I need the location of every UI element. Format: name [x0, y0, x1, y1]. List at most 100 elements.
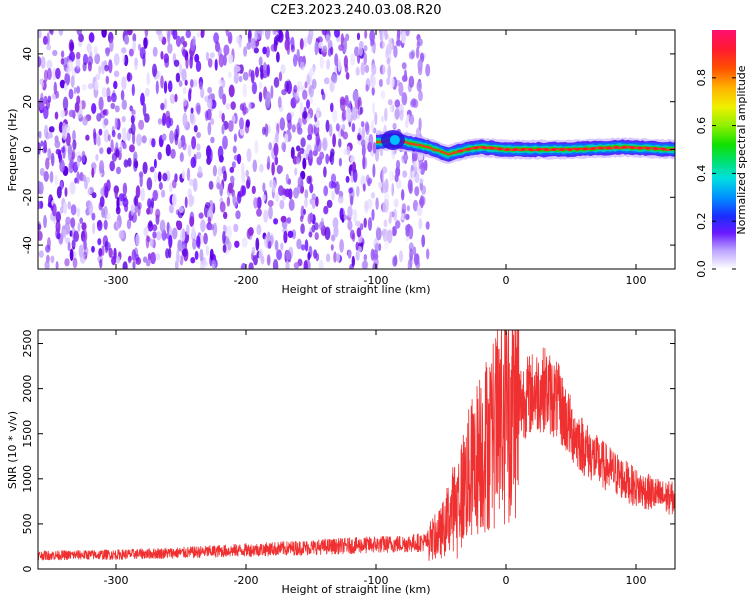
spectrogram-noise-blob — [227, 182, 233, 194]
spectrogram-noise-blob — [190, 79, 194, 88]
spectrogram-noise-blob — [394, 99, 401, 108]
spectrogram-x-tick-label: 100 — [626, 274, 647, 287]
spectrogram-noise-blob — [142, 161, 148, 174]
spectrogram-noise-blob — [306, 99, 310, 109]
spectrogram-noise-blob — [291, 229, 297, 240]
spectrogram-noise-blob — [370, 192, 376, 199]
spectrogram-noise-blob — [401, 189, 405, 201]
snr-x-axis-label: Height of straight line (km) — [281, 583, 430, 596]
spectrogram-noise-blob — [60, 58, 65, 65]
spectrogram-noise-blob — [314, 232, 319, 241]
spectrogram-noise-blob — [318, 259, 324, 269]
spectrogram-noise-blob — [331, 190, 335, 201]
spectrogram-noise-blob — [408, 183, 413, 194]
spectrogram-noise-blob — [218, 85, 224, 100]
spectrogram-noise-blob — [110, 102, 116, 110]
spectrogram-noise-blob — [126, 219, 132, 230]
spectrogram-y-axis-label: Frequency (Hz) — [6, 109, 19, 192]
spectrogram-noise-blob — [351, 255, 355, 267]
spectrogram-noise-blob — [61, 122, 67, 137]
spectrogram-noise-blob — [227, 31, 233, 44]
spectrogram-noise-blob — [114, 117, 118, 130]
spectrogram-noise-blob — [67, 59, 73, 72]
spectrogram-noise-blob — [93, 45, 98, 56]
spectrogram-noise-blob — [293, 262, 300, 269]
spectrogram-noise-blob — [370, 74, 376, 88]
spectrogram-noise-blob — [58, 30, 64, 36]
spectrogram-noise-blob — [323, 166, 327, 178]
spectrogram-noise-blob — [325, 253, 331, 263]
spectrogram-noise-blob — [109, 160, 115, 172]
spectrogram-noise-blob — [143, 226, 149, 235]
spectrogram-noise-blob — [272, 259, 279, 269]
spectrogram-noise-blob — [345, 72, 350, 80]
spectrogram-x-tick-label: -100 — [364, 274, 389, 287]
spectrogram-noise-blob — [256, 30, 262, 40]
spectrogram-noise-blob — [272, 30, 276, 36]
spectrogram-noise-blob — [74, 101, 80, 113]
spectrogram-noise-blob — [147, 253, 151, 261]
spectrogram-noise-blob — [199, 248, 204, 262]
spectrogram-noise-blob — [150, 252, 156, 265]
spectrogram-noise-blob — [247, 30, 252, 44]
spectrogram-noise-blob — [197, 166, 203, 176]
spectrogram-noise-blob — [277, 96, 282, 109]
spectrogram-noise-blob — [279, 165, 283, 173]
spectrogram-noise-blob — [130, 204, 135, 216]
spectrogram-noise-blob — [185, 56, 189, 69]
spectrogram-noise-blob — [150, 197, 155, 209]
spectrogram-noise-blob — [319, 55, 324, 69]
snr-x-tick-label: -200 — [234, 574, 259, 587]
spectrogram-noise-blob — [121, 76, 127, 90]
snr-x-tick-label: 100 — [626, 574, 647, 587]
spectrogram-noise-blob — [315, 132, 320, 147]
spectrogram-noise-blob — [236, 153, 242, 165]
spectrogram-noise-blob — [296, 122, 301, 131]
spectrogram-noise-blob — [43, 69, 49, 83]
spectrogram-noise-blob — [45, 157, 50, 170]
spectrogram-noise-blob — [158, 181, 163, 190]
spectrogram-noise-blob — [76, 156, 81, 169]
spectrogram-noise-blob — [406, 205, 410, 212]
spectrogram-noise-blob — [256, 196, 262, 209]
spectrogram-noise-blob — [344, 94, 349, 107]
spectrogram-noise-blob — [309, 67, 316, 76]
spectrogram-noise-blob — [275, 34, 281, 42]
spectrogram-noise-blob — [394, 173, 399, 183]
spectrogram-noise-blob — [182, 87, 187, 95]
spectrogram-noise-blob — [174, 93, 178, 103]
spectrogram-noise-blob — [138, 119, 145, 130]
spectrogram-noise-blob — [314, 222, 319, 231]
spectrogram-y-ticks: -40 -20 0 20 40 — [21, 47, 675, 254]
spectrogram-noise-blob — [106, 147, 112, 155]
spectrogram-noise-blob — [192, 178, 198, 192]
spectrogram-noise-blob — [338, 157, 342, 167]
spectrogram-peak-dot — [536, 148, 541, 151]
spectrogram-noise-blob — [248, 227, 254, 236]
spectrogram-noise-blob — [181, 68, 187, 82]
snr-x-ticks: -300 -200 -100 0 100 — [104, 330, 647, 587]
spectrogram-noise-blob — [148, 220, 153, 228]
spectrogram-noise-blob — [306, 175, 312, 184]
spectrogram-noise-blob — [316, 156, 323, 166]
spectrogram-noise-blob — [95, 73, 101, 81]
spectrogram-peak-dot — [465, 147, 471, 151]
spectrogram-noise-blob — [121, 54, 126, 65]
spectrogram-noise-blob — [169, 117, 174, 127]
spectrogram-peak-dot — [598, 146, 604, 150]
spectrogram-noise-blob — [55, 67, 61, 80]
spectrogram-noise-blob — [143, 37, 148, 49]
spectrogram-noise-blob — [178, 206, 184, 214]
spectrogram-noise-blob — [117, 132, 122, 140]
spectrogram-noise-blob — [91, 212, 96, 221]
spectrogram-noise-blob — [280, 242, 284, 251]
spectrogram-noise-blob — [262, 194, 266, 202]
spectrogram-noise-blob — [132, 260, 136, 269]
spectrogram-noise-blob — [98, 248, 103, 257]
spectrogram-noise-blob — [256, 224, 262, 236]
spectrogram-noise-blob — [189, 216, 195, 227]
spectrogram-noise-blob — [287, 119, 292, 131]
spectrogram-noise-blob — [200, 30, 204, 39]
spectrogram-noise-blob — [231, 115, 236, 124]
